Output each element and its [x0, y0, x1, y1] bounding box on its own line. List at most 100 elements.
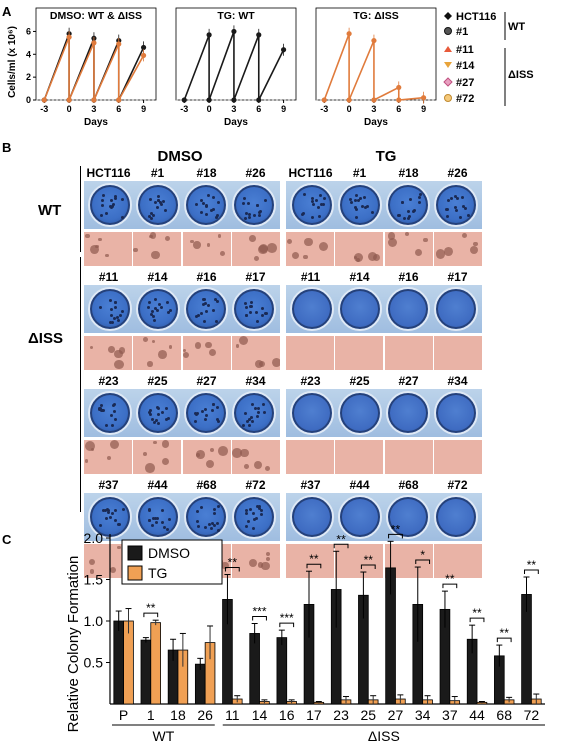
colony-speck	[196, 525, 200, 529]
colony-blob	[254, 461, 263, 470]
significance-bracket	[469, 617, 485, 623]
category-label: 14	[252, 707, 268, 723]
panel-a-growth-charts: A Cells/ml (x 10⁶) DMSO: WT & ΔISS Days -3…	[2, 4, 534, 128]
colony-blob	[286, 238, 293, 245]
dmso-plates-title: DMSO	[157, 148, 203, 165]
microscopy-image	[133, 440, 182, 474]
colony-speck	[302, 193, 306, 197]
microscopy-image	[384, 232, 433, 266]
colony-speck	[151, 214, 155, 218]
microscopy-image	[384, 336, 433, 370]
colony-speck	[354, 194, 358, 198]
colony-blob	[85, 234, 90, 239]
colony-speck	[204, 213, 208, 217]
colony-speck	[408, 198, 412, 202]
colony-speck	[155, 309, 159, 313]
significance-bracket	[524, 569, 539, 575]
x-tick-label: 0	[347, 104, 352, 114]
microscopy-image	[433, 336, 482, 370]
plate-label: #23	[98, 374, 119, 388]
colony-speck	[110, 423, 114, 427]
colony-blob	[303, 254, 308, 260]
plate-label-row: #23 #25 #27 #34	[286, 374, 482, 389]
colony-blob	[168, 344, 173, 349]
colony-speck	[262, 410, 266, 414]
colony-blob	[106, 455, 112, 461]
plate-label: #1	[352, 166, 367, 180]
category-label: 34	[415, 707, 431, 723]
colony-speck	[311, 200, 315, 203]
microscopy-row	[84, 232, 280, 266]
colony-speck	[256, 204, 260, 208]
colony-blob	[291, 251, 299, 259]
legend-item-27: #27	[456, 77, 474, 89]
culture-dish	[434, 183, 478, 227]
panel-c-colony-chart: C Relative Colony Formation 0.5 1.0 1.5 2.0…	[2, 522, 545, 744]
colony-speck	[314, 199, 318, 203]
colony-speck	[159, 200, 163, 204]
plate-label: #34	[245, 374, 266, 388]
colony-speck	[153, 297, 157, 301]
colony-speck	[449, 196, 453, 200]
x-tick-label: 6	[396, 104, 401, 114]
data-point	[41, 97, 47, 103]
colony-speck	[153, 420, 157, 424]
significance-bracket	[360, 564, 376, 570]
colony-speck	[244, 302, 248, 306]
culture-dish	[386, 183, 430, 227]
category-label: 18	[170, 707, 186, 723]
colony-speck	[247, 202, 251, 206]
colony-speck	[248, 215, 252, 219]
colony-speck	[195, 202, 199, 206]
microscopy-image	[335, 336, 384, 370]
colony-blob	[387, 237, 397, 248]
colony-speck	[151, 516, 155, 520]
colony-blob	[84, 459, 89, 464]
colony-speck	[300, 212, 304, 216]
colony-speck	[161, 520, 165, 524]
colony-speck	[114, 417, 118, 421]
colony-speck	[258, 505, 262, 509]
plate-label: #14	[147, 270, 168, 284]
category-label: 11	[225, 707, 240, 723]
colony-blob	[182, 352, 189, 359]
colony-speck	[99, 523, 103, 527]
colony-speck	[255, 415, 259, 419]
y-tick-label: 2.0	[84, 530, 104, 546]
colony-speck	[447, 199, 451, 203]
line-chart-x-label: Days	[84, 117, 108, 128]
colony-speck	[156, 195, 160, 199]
colony-speck	[251, 511, 255, 515]
bar	[249, 633, 260, 705]
culture-dish	[136, 287, 180, 331]
colony-speck	[463, 207, 467, 211]
culture-dish	[136, 183, 180, 227]
colony-speck	[245, 314, 249, 317]
data-point	[371, 97, 377, 103]
colony-speck	[356, 199, 360, 203]
colony-speck	[149, 198, 153, 202]
culture-dish	[88, 391, 132, 435]
plate-label: #1	[150, 166, 165, 180]
data-point	[231, 97, 237, 103]
significance-bracket	[333, 543, 349, 549]
data-point	[206, 97, 212, 103]
plate-label: #72	[447, 478, 468, 492]
colony-speck	[102, 194, 106, 198]
colony-blob	[164, 235, 170, 241]
colony-speck	[162, 199, 166, 203]
colony-speck	[157, 303, 161, 306]
colony-speck	[247, 418, 251, 422]
plate-label: #11	[300, 270, 321, 284]
y-tick-label: 2	[26, 72, 31, 82]
x-tick-label: 0	[207, 104, 212, 114]
colony-speck	[154, 307, 158, 310]
microscopy-image	[182, 232, 231, 266]
colony-speck	[265, 311, 269, 315]
colony-speck	[148, 408, 152, 412]
colony-speck	[99, 305, 103, 309]
colony-blob	[405, 232, 410, 237]
colony-speck	[120, 197, 124, 201]
category-label: 44	[469, 707, 485, 723]
significance-bracket	[252, 615, 267, 621]
